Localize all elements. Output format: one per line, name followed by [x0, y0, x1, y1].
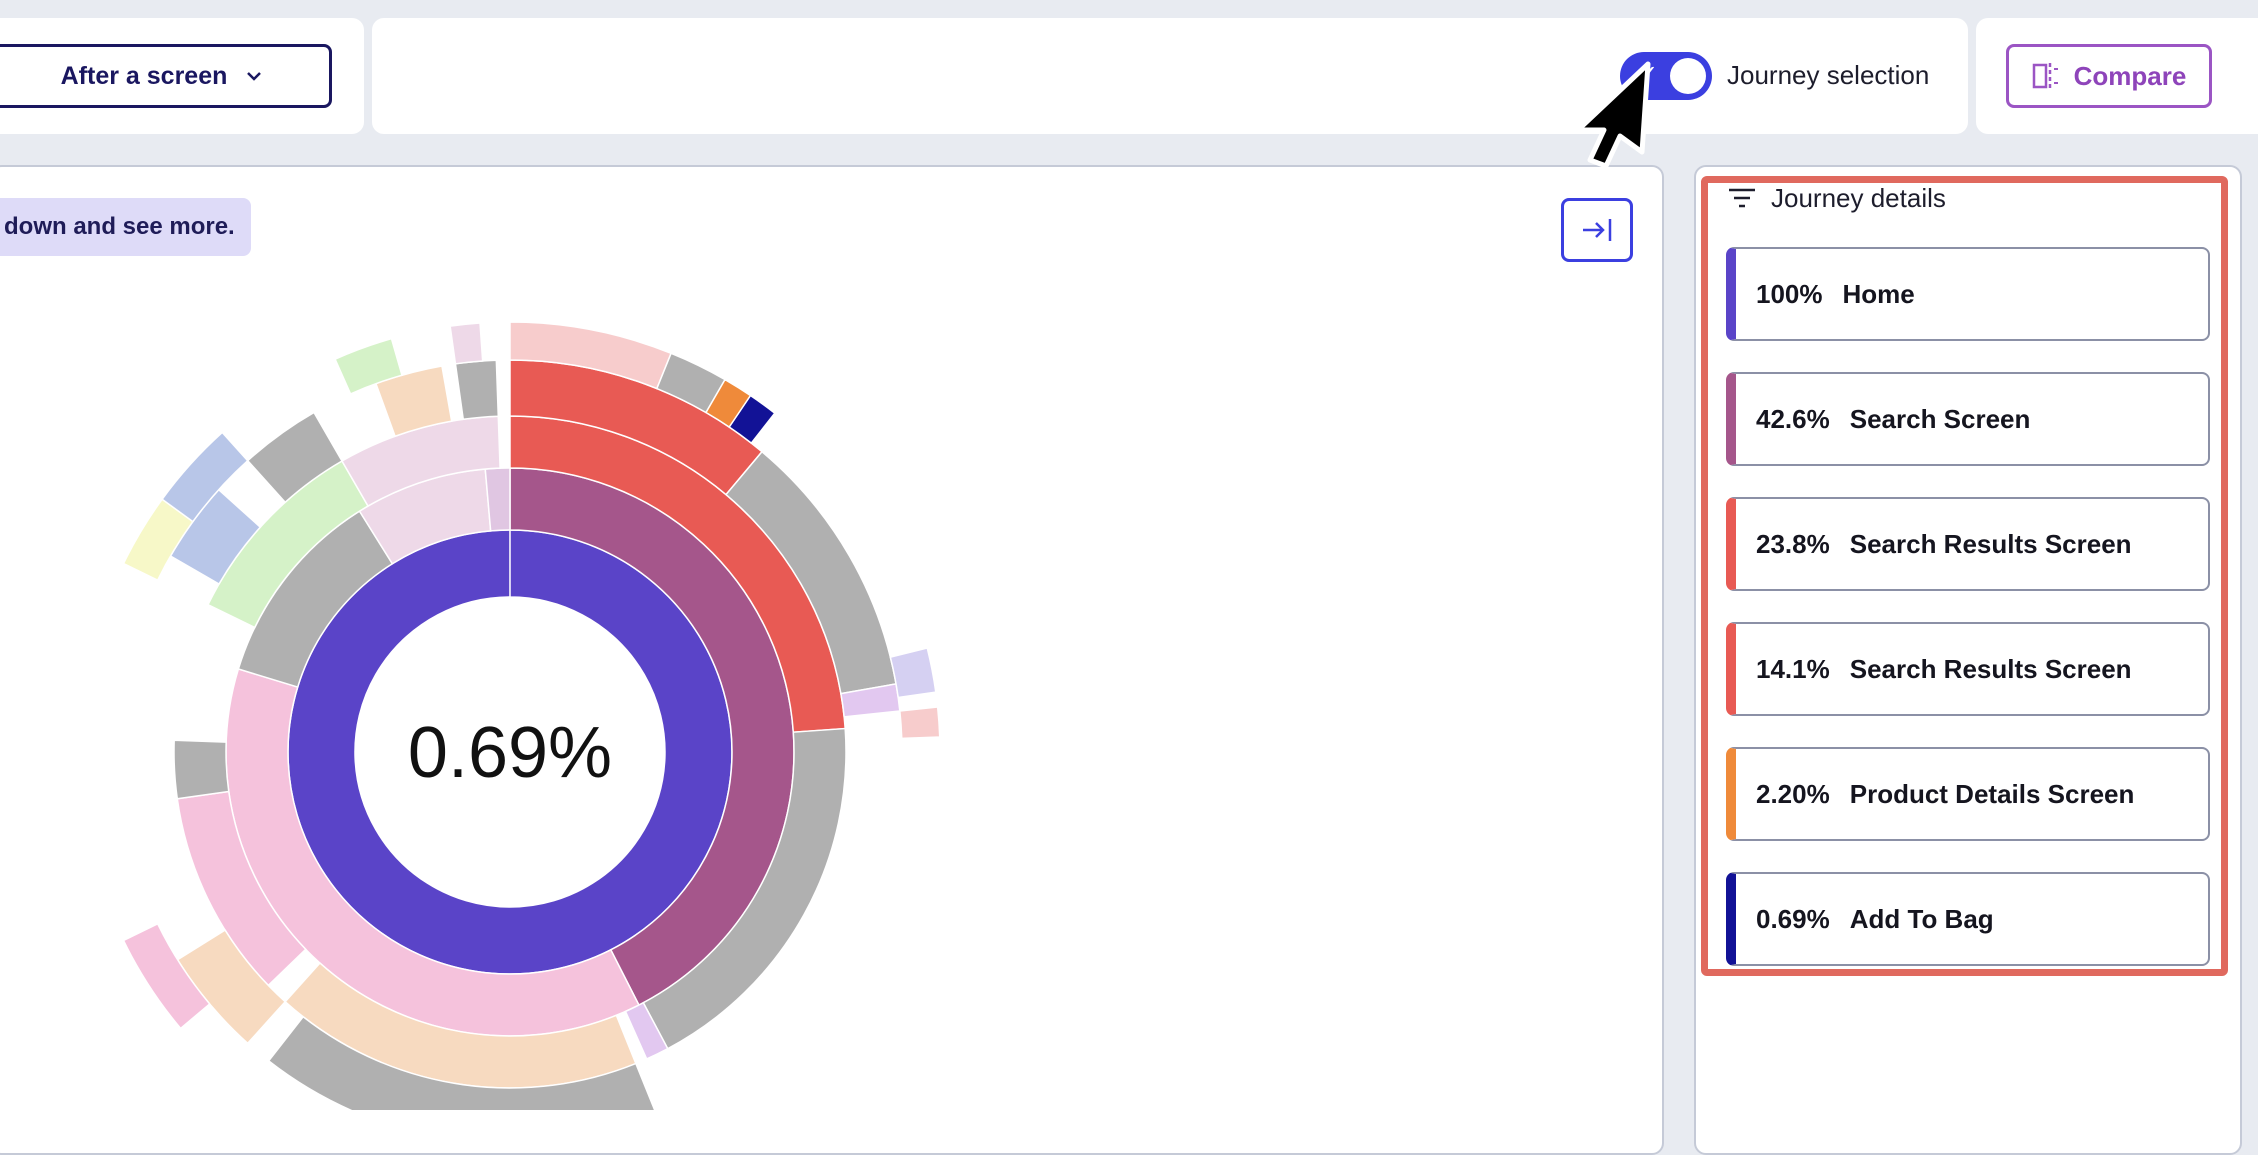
segment-ring3-grey2[interactable] — [173, 739, 230, 800]
compare-icon — [2032, 63, 2058, 89]
segment-ring3-light[interactable] — [340, 415, 501, 508]
segment-ring5-green[interactable] — [334, 337, 403, 395]
segment-ring5-pink3[interactable] — [122, 922, 211, 1030]
segment-product-details[interactable] — [704, 378, 752, 429]
journey-details-title: Journey details — [1771, 182, 1946, 213]
hint-text: down and see more. — [4, 213, 235, 240]
segment-ring5-blue[interactable] — [161, 431, 249, 523]
step-name: Home — [1842, 278, 1915, 309]
step-percent: 100% — [1756, 278, 1823, 309]
segment-ring3-lilac[interactable] — [624, 1001, 669, 1060]
compare-button[interactable]: Compare — [2006, 44, 2212, 108]
compare-label: Compare — [2073, 60, 2187, 91]
center-value: 0.69% — [408, 713, 612, 793]
step-name: Search Results Screen — [1849, 653, 2132, 684]
step-percent: 42.6% — [1756, 403, 1830, 434]
toolbar-right: Compare — [1976, 18, 2258, 134]
segment-add-to-bag[interactable] — [728, 394, 776, 445]
journey-step-add-to-bag[interactable]: 0.69% Add To Bag — [1726, 872, 2210, 966]
sunburst-chart: 0.69% — [122, 321, 941, 1110]
segment-ring4-grey2[interactable] — [267, 1015, 657, 1110]
journey-details-header: Journey details — [1727, 180, 1946, 216]
step-percent: 23.8% — [1756, 528, 1830, 559]
dropdown-label: After a screen — [60, 61, 228, 90]
toolbar-left: After a screen — [0, 18, 364, 134]
mouse-cursor-icon — [1575, 61, 1651, 169]
arrow-to-right-icon — [1583, 219, 1612, 241]
step-percent: 2.20% — [1756, 778, 1830, 809]
segment-ring4-peach[interactable] — [176, 929, 287, 1045]
highlight-box — [1701, 176, 2228, 976]
sunburst-rings — [122, 321, 941, 1110]
step-percent: 14.1% — [1756, 653, 1830, 684]
segment-ring5-light[interactable] — [449, 322, 484, 365]
step-name: Product Details Screen — [1849, 778, 2135, 809]
segment-ring5-pink2[interactable] — [899, 706, 941, 740]
journey-step-search-screen[interactable]: 42.6% Search Screen — [1726, 372, 2210, 466]
step-percent: 0.69% — [1756, 903, 1830, 934]
step-name: Search Screen — [1849, 403, 2031, 434]
chevron-down-icon — [247, 72, 262, 81]
step-name: Search Results Screen — [1849, 528, 2132, 559]
sunburst-center — [355, 597, 665, 907]
segment-ring4-grey3[interactable] — [246, 411, 344, 504]
journey-step-product-details[interactable]: 2.20% Product Details Screen — [1726, 747, 2210, 841]
collapse-panel-button[interactable] — [1561, 198, 1633, 262]
after-screen-dropdown[interactable]: After a screen — [0, 44, 332, 108]
filter-icon — [1729, 188, 1755, 208]
journey-step-home[interactable]: 100% Home — [1726, 247, 2210, 341]
step-name: Add To Bag — [1849, 903, 1994, 934]
journey-step-search-results-2[interactable]: 14.1% Search Results Screen — [1726, 622, 2210, 716]
hint-banner: down and see more. — [0, 198, 251, 256]
journey-selection-label: Journey selection — [1727, 60, 1930, 90]
segment-ring5-lilac[interactable] — [889, 647, 937, 699]
segment-ring4-grey4[interactable] — [454, 359, 500, 421]
journey-step-search-results-1[interactable]: 23.8% Search Results Screen — [1726, 497, 2210, 591]
toggle-knob — [1670, 58, 1706, 94]
